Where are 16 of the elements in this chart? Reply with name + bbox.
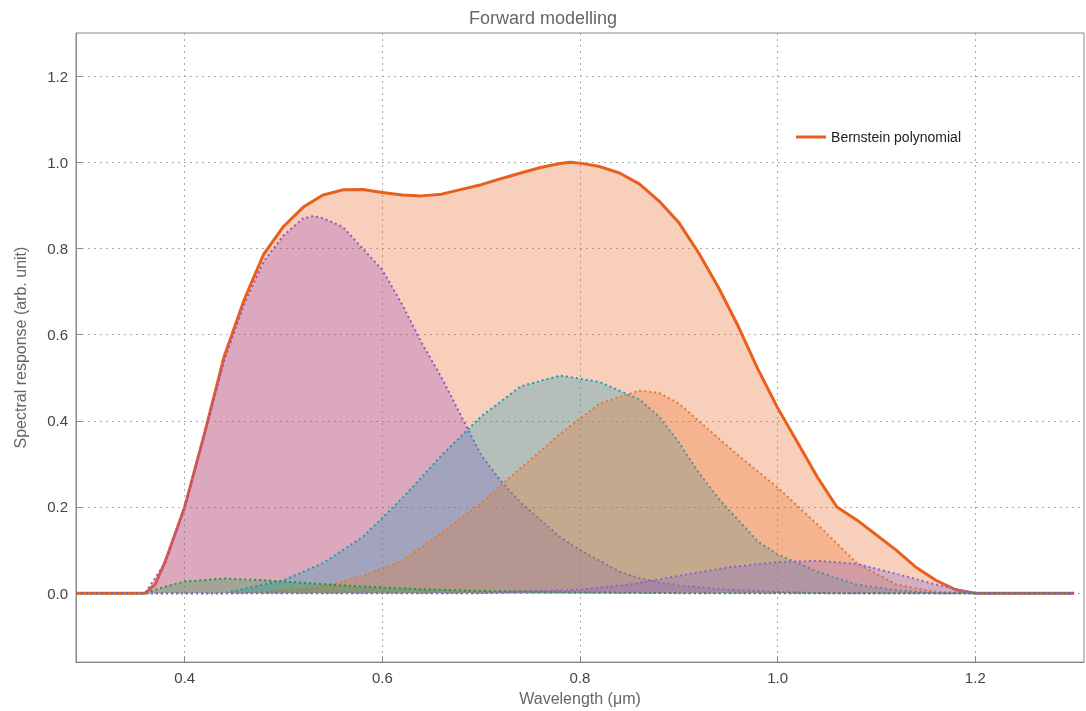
y-tick-label: 0.6 — [47, 326, 68, 344]
y-tick-label: 0.2 — [47, 498, 68, 516]
x-axis-title: Wavelength (μm) — [519, 689, 641, 707]
x-tick-label: 1.0 — [767, 669, 789, 687]
x-tick-label: 0.6 — [371, 669, 393, 687]
y-tick-label: 1.2 — [47, 67, 68, 85]
y-tick-label: 0.8 — [47, 239, 68, 257]
x-tick-label: 0.8 — [569, 669, 591, 687]
chart-title: Forward modelling — [468, 8, 618, 28]
y-tick-label: 1.0 — [47, 153, 68, 171]
legend-label: Bernstein polynomial — [831, 129, 962, 145]
y-tick-label: 0.4 — [47, 412, 68, 430]
y-axis-title: Spectral response (arb. unit) — [11, 246, 29, 449]
x-tick-label: 0.4 — [174, 669, 196, 687]
x-tick-label: 1.2 — [964, 669, 986, 687]
y-tick-label: 0.0 — [47, 584, 68, 602]
